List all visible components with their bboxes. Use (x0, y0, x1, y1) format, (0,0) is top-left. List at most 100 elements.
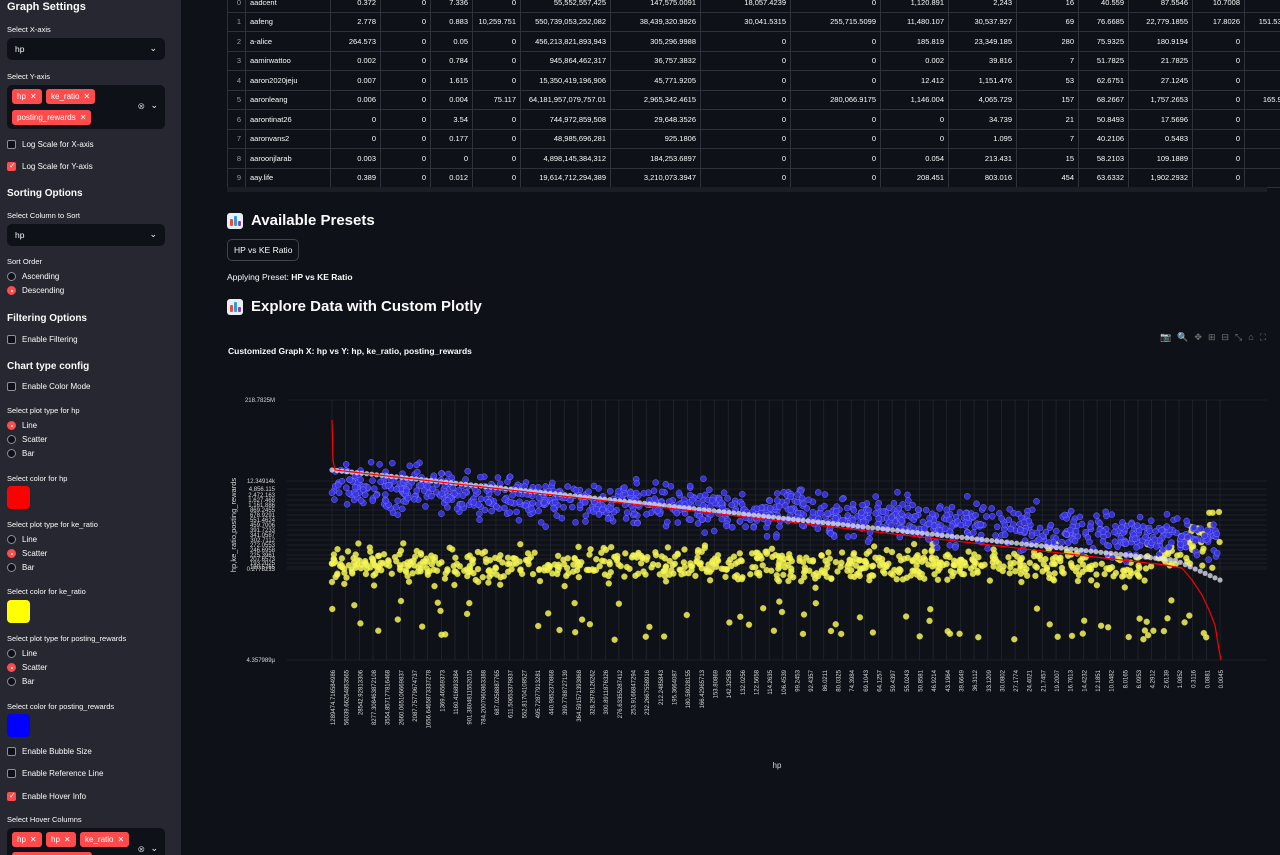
pr-bar-radio[interactable]: Bar (7, 677, 34, 686)
ke-ratio-point (635, 570, 642, 577)
table-cell: 75.117 (472, 89, 521, 110)
table-cell: 0 (472, 167, 521, 188)
data-table[interactable]: 0 aadcent 0.372 0 7.336 0 55,552,557,425 147,57… (227, 0, 1280, 188)
x-tick-label: 611.50653379837 (509, 669, 515, 718)
preset-hp-vs-ke-ratio-button[interactable]: HP vs KE Ratio (227, 239, 300, 261)
hp-point (1162, 556, 1168, 562)
table-cell: 165.968 (1244, 89, 1280, 110)
camera-icon[interactable]: 📷 (1159, 332, 1172, 342)
ke-ratio-point (601, 571, 609, 578)
zoom-icon[interactable]: 🔍 (1177, 332, 1189, 342)
pr-scatter-radio[interactable]: Scatter (7, 663, 47, 672)
table-cell: 0 (380, 50, 431, 71)
hp-bar-radio[interactable]: Bar (7, 449, 34, 458)
x-tick-label: 0.0045 (1219, 669, 1225, 688)
ke-bar-radio[interactable]: Bar (7, 563, 34, 572)
posting-rewards-point (607, 505, 615, 513)
checkbox-box[interactable] (7, 140, 16, 149)
table-row[interactable]: 6 aarontinat26 0 0 3.54 0 744,972,859,508 29,64… (227, 109, 1280, 130)
posting-rewards-point (742, 523, 749, 530)
posting-rewards-point (593, 505, 600, 513)
pr-line-radio[interactable]: Line (7, 649, 37, 658)
remove-tag-icon[interactable]: ✕ (29, 92, 37, 101)
posting-rewards-point (936, 505, 943, 512)
home-icon[interactable]: ⌂ (1248, 332, 1254, 342)
table-row[interactable]: 8 aaroonjlarab 0.003 0 0 0 4,898,145,384,312 18… (227, 148, 1280, 169)
table-row[interactable]: 1 aafeng 2.778 0 0.883 10,259.751 550,739,053,… (227, 11, 1280, 32)
x-tick-label: 19.2007 (1055, 669, 1061, 691)
scatter-plot[interactable]: 1289474.716584986 56039.66254853565 28542.… (227, 385, 1267, 780)
ke-ratio-point (522, 556, 530, 564)
ke-ratio-point (1018, 554, 1026, 562)
autoscale-icon[interactable]: ⤡ (1235, 332, 1243, 342)
table-row[interactable]: 7 aaronvans2 0 0 0.177 0 48,985,696,281 925.180… (227, 128, 1280, 149)
ke-scatter-radio[interactable]: Scatter (7, 549, 47, 558)
y-tick-label: 341.0587 (250, 533, 276, 539)
posting-rewards-point (1061, 511, 1068, 519)
hp-point (949, 533, 955, 539)
ke-ratio-point (424, 569, 431, 576)
enable-bubble-size-checkbox[interactable]: Enable Bubble Size (7, 747, 92, 756)
clear-all-icon[interactable]: ⊗ (137, 844, 145, 854)
remove-tag-icon[interactable]: ✕ (117, 835, 125, 844)
remove-tag-icon[interactable]: ✕ (63, 835, 71, 844)
y-axis-tag-posting-rewards[interactable]: posting_rewards ✕ (12, 110, 92, 125)
hover-tag[interactable]: hp ✕ (46, 832, 76, 847)
hp-point (676, 504, 682, 510)
x-axis-select[interactable]: hp ⌄ (7, 38, 165, 60)
x-tick-label: 6.0953 (1137, 669, 1143, 688)
ke-ratio-point (812, 600, 819, 607)
hp-point (954, 534, 960, 540)
pan-icon[interactable]: ✥ (1194, 332, 1202, 342)
table-row[interactable]: 4 aaron2020jeju 0.007 0 1.615 0 15,350,419,196… (227, 70, 1280, 91)
hover-tag[interactable] (12, 852, 92, 855)
remove-tag-icon[interactable]: ✕ (29, 835, 37, 844)
enable-hover-info-checkbox[interactable]: Enable Hover Info (7, 791, 86, 801)
ke-ratio-point (400, 540, 407, 547)
table-row[interactable]: 5 aaronleang 0.006 0 0.004 75.117 64,181,957,0… (227, 89, 1280, 110)
ke-ratio-point (355, 540, 362, 547)
remove-tag-icon[interactable]: ✕ (79, 113, 87, 122)
sort-ascending-radio[interactable]: Ascending (7, 272, 59, 281)
log-x-checkbox[interactable]: Log Scale for X-axis (7, 140, 94, 149)
hover-tag[interactable]: hp ✕ (12, 832, 42, 847)
enable-filtering-checkbox[interactable]: Enable Filtering (7, 335, 78, 344)
hp-line-radio[interactable]: Line (7, 421, 37, 430)
y-axis-tag-ke-ratio[interactable]: ke_ratio ✕ (46, 89, 96, 104)
sort-descending-radio[interactable]: Descending (7, 286, 64, 295)
log-y-checkbox[interactable]: Log Scale for Y-axis (7, 161, 93, 171)
table-row[interactable]: 2 a-alice 264.573 0 0.05 0 456,213,821,893,943… (227, 31, 1280, 52)
enable-color-mode-checkbox[interactable]: Enable Color Mode (7, 382, 90, 391)
ke-line-radio[interactable]: Line (7, 535, 37, 544)
posting-rewards-point (1072, 528, 1080, 535)
clear-all-icon[interactable]: ⊗ (137, 101, 145, 111)
posting-rewards-point (1163, 511, 1171, 518)
table-row[interactable]: 3 aamirwattoo 0.002 0 0.784 0 945,864,462,317 3… (227, 50, 1280, 71)
zoom-out-icon[interactable]: ⊟ (1221, 332, 1230, 342)
zoom-in-icon[interactable]: ⊞ (1207, 332, 1216, 342)
posting-rewards-point (872, 510, 879, 517)
fullscreen-icon[interactable]: ⛶ (1259, 332, 1266, 342)
color-picker-hp[interactable] (7, 486, 30, 509)
remove-tag-icon[interactable]: ✕ (83, 92, 91, 101)
enable-reference-line-checkbox[interactable]: Enable Reference Line (7, 769, 103, 778)
y-axis-multiselect[interactable]: hp ✕ ke_ratio ✕ posting_rewards ✕ ⊗ ⌄ (7, 85, 165, 129)
ke-ratio-point (362, 570, 370, 578)
hover-columns-multiselect[interactable]: hp ✕ hp ✕ ke_ratio ✕ ⊗ ⌄ (7, 828, 165, 855)
hp-point (736, 510, 742, 517)
ke-ratio-point (368, 555, 376, 562)
hover-tag[interactable]: ke_ratio ✕ (80, 832, 130, 847)
x-tick-label: 122.5658 (755, 669, 761, 695)
table-row[interactable]: 9 aay.life 0.389 0 0.012 0 19,614,712,294,389 3… (227, 167, 1280, 188)
table-row[interactable]: 0 aadcent 0.372 0 7.336 0 55,552,557,425 147,57… (227, 0, 1280, 13)
color-picker-posting-rewards[interactable] (7, 714, 30, 737)
posting-rewards-point (1142, 533, 1149, 541)
horizontal-scrollbar[interactable] (227, 187, 1267, 192)
hp-scatter-radio[interactable]: Scatter (7, 435, 47, 444)
hp-point (671, 504, 677, 510)
checkbox-box-checked[interactable] (7, 161, 16, 171)
color-picker-ke-ratio[interactable] (7, 600, 30, 623)
sort-column-select[interactable]: hp ⌄ (7, 224, 165, 246)
hp-point (880, 526, 886, 532)
y-axis-tag-hp[interactable]: hp ✕ (12, 89, 42, 104)
